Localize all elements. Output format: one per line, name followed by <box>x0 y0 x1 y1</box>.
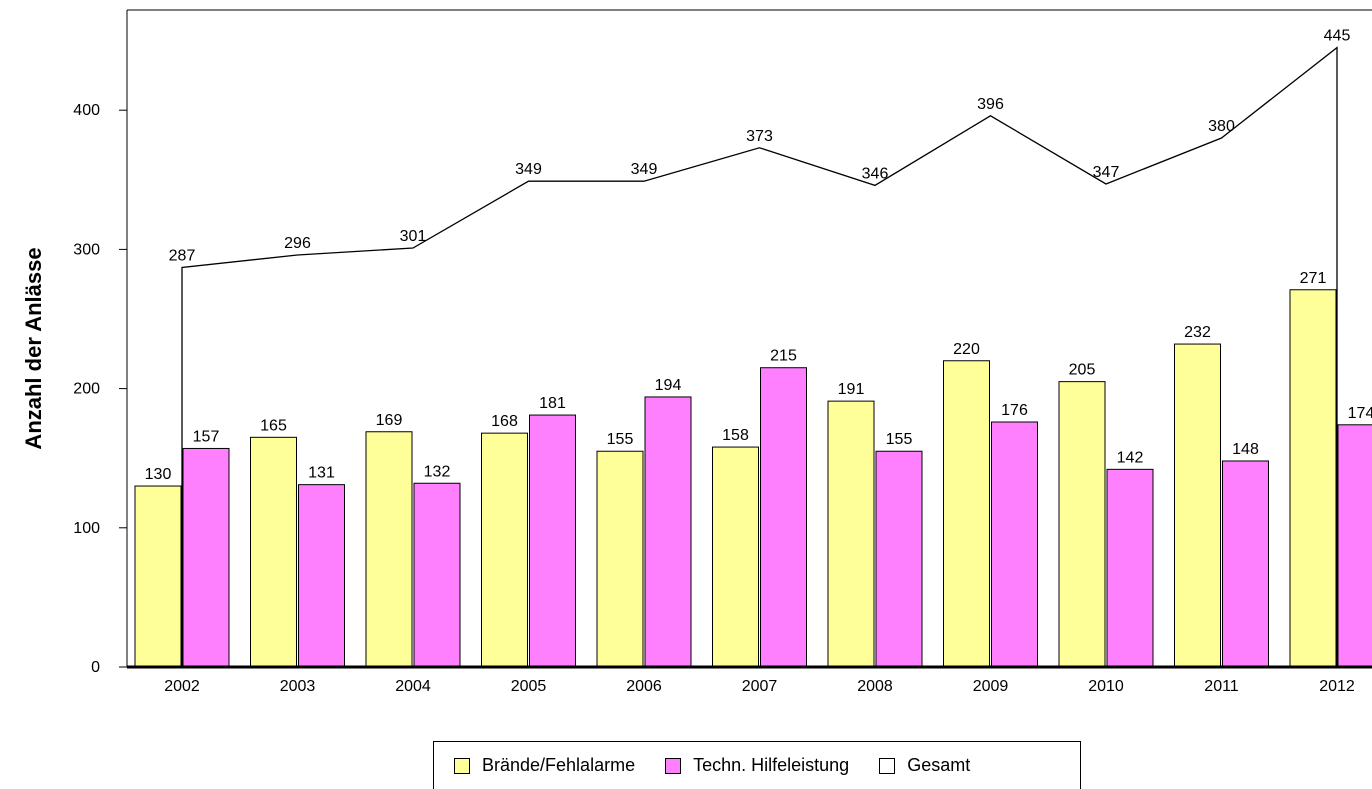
bar <box>991 421 1038 668</box>
line-value-label: 380 <box>1208 118 1235 135</box>
bar <box>413 482 461 668</box>
bar-value-label: 165 <box>260 417 287 434</box>
line-value-label: 349 <box>515 161 542 178</box>
bar <box>365 431 413 668</box>
bar-value-label: 169 <box>376 412 403 429</box>
bar-value-label: 181 <box>539 395 566 412</box>
legend-swatch-gesamt <box>879 757 896 774</box>
legend-item-techn: Techn. Hilfeleistung <box>665 755 849 776</box>
line-value-label: 349 <box>631 161 658 178</box>
x-tick-label: 2011 <box>1204 678 1239 695</box>
bar <box>250 436 297 668</box>
bar <box>596 450 644 668</box>
bar <box>298 484 345 668</box>
line-value-label: 301 <box>400 228 427 245</box>
x-tick-label: 2009 <box>973 678 1009 695</box>
bar <box>1289 289 1337 668</box>
bar-value-label: 131 <box>308 465 335 482</box>
line-value-label: 396 <box>977 96 1004 113</box>
bar-value-label: 191 <box>838 381 865 398</box>
bar <box>481 432 528 668</box>
line-value-label: 296 <box>284 235 311 252</box>
bar-value-label: 194 <box>655 377 682 394</box>
bar <box>182 447 230 668</box>
bar-value-label: 130 <box>145 466 172 483</box>
y-axis-title: Anzahl der Anlässe <box>21 247 46 449</box>
bar-value-label: 215 <box>770 348 797 365</box>
bar <box>1174 343 1221 668</box>
bar-value-label: 158 <box>722 427 749 444</box>
bar <box>712 446 759 668</box>
bar-value-label: 148 <box>1232 441 1259 458</box>
y-tick-label: 0 <box>91 659 100 676</box>
bar <box>1106 468 1154 668</box>
line-value-label: 373 <box>746 128 773 145</box>
bar <box>760 367 807 668</box>
x-tick-label: 2010 <box>1088 678 1124 695</box>
bar-value-label: 205 <box>1069 362 1096 379</box>
bar-value-label: 155 <box>607 431 634 448</box>
bar <box>134 485 182 668</box>
legend-swatch-techn <box>665 757 682 774</box>
line-value-label: 445 <box>1324 28 1351 45</box>
bar-value-label: 142 <box>1117 449 1144 466</box>
legend-label-techn: Techn. Hilfeleistung <box>693 755 850 775</box>
bar-value-label: 220 <box>953 341 980 358</box>
x-tick-label: 2012 <box>1319 678 1355 695</box>
bar-value-label: 174 <box>1348 405 1372 422</box>
y-tick-label: 100 <box>73 520 100 537</box>
line-value-label: 346 <box>862 165 889 182</box>
bar-value-label: 155 <box>886 431 913 448</box>
bar-value-label: 271 <box>1300 270 1327 287</box>
bar <box>1222 460 1269 668</box>
bar-value-label: 232 <box>1184 324 1211 341</box>
bar <box>943 360 990 668</box>
bar-value-label: 157 <box>193 428 220 445</box>
y-tick-label: 300 <box>73 241 100 258</box>
legend-item-gesamt: Gesamt <box>879 755 970 776</box>
bar <box>827 400 875 668</box>
legend: Brände/Fehlalarme Techn. Hilfeleistung G… <box>433 741 1081 789</box>
x-tick-label: 2008 <box>857 678 893 695</box>
chart-plot: 0 100 200 300 400 Anzahl der Anlässe 130 157 200… <box>21 9 1372 695</box>
legend-swatch-braende <box>454 757 470 774</box>
bar-value-label: 168 <box>491 413 518 430</box>
y-tick-label: 200 <box>73 381 100 398</box>
line-value-label: 347 <box>1093 164 1120 181</box>
x-tick-label: 2004 <box>395 678 431 695</box>
x-tick-label: 2006 <box>626 678 662 695</box>
x-tick-label: 2002 <box>164 678 200 695</box>
bar <box>875 450 923 668</box>
line-value-label: 287 <box>169 247 196 264</box>
legend-item-braende: Brände/Fehlalarme <box>454 755 635 776</box>
series-line-gesamt <box>181 46 1338 667</box>
bar-value-label: 176 <box>1001 402 1028 419</box>
bar <box>529 414 576 668</box>
x-tick-label: 2003 <box>280 678 316 695</box>
x-tick-label: 2007 <box>742 678 778 695</box>
bar <box>644 396 692 668</box>
bar <box>1337 424 1372 668</box>
bar <box>1058 381 1106 668</box>
legend-label-gesamt: Gesamt <box>907 755 971 775</box>
x-tick-label: 2005 <box>511 678 547 695</box>
legend-label-braende: Brände/Fehlalarme <box>482 755 636 775</box>
bar-value-label: 132 <box>424 463 451 480</box>
y-tick-label: 400 <box>73 102 100 119</box>
